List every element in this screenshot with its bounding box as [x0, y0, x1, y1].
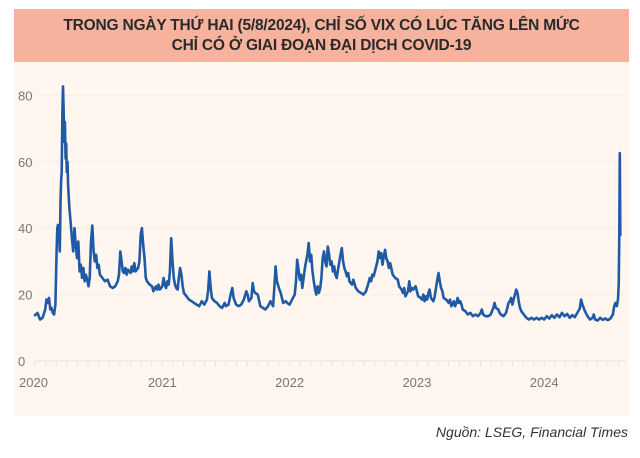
gridlines [36, 94, 626, 362]
title-band: TRONG NGÀY THỨ HAI (5/8/2024), CHỈ SỐ VI… [14, 9, 629, 62]
x-tick-label: 2022 [275, 375, 304, 390]
y-axis: 0 20 40 60 80 [18, 88, 32, 369]
chart-title-line-1: TRONG NGÀY THỨ HAI (5/8/2024), CHỈ SỐ VI… [63, 16, 580, 34]
y-tick-label: 0 [18, 354, 25, 369]
y-tick-label: 20 [18, 288, 32, 303]
x-tick-label: 2020 [19, 375, 48, 390]
chart-panel [14, 62, 629, 416]
x-tick-label: 2023 [402, 375, 431, 390]
x-tick-label: 2021 [148, 375, 177, 390]
x-axis: 2020 2021 2022 2023 2024 [19, 361, 619, 390]
x-tick-label: 2024 [530, 375, 559, 390]
y-tick-label: 40 [18, 221, 32, 236]
y-tick-label: 60 [18, 155, 32, 170]
series-line-vix [33, 85, 622, 322]
series-group [33, 85, 622, 322]
y-tick-label: 80 [18, 88, 32, 103]
chart-title-line-2: CHỈ CÓ Ở GIAI ĐOẠN ĐẠI DỊCH COVID-19 [171, 36, 472, 54]
source-note: Nguồn: LSEG, Financial Times [435, 424, 628, 440]
